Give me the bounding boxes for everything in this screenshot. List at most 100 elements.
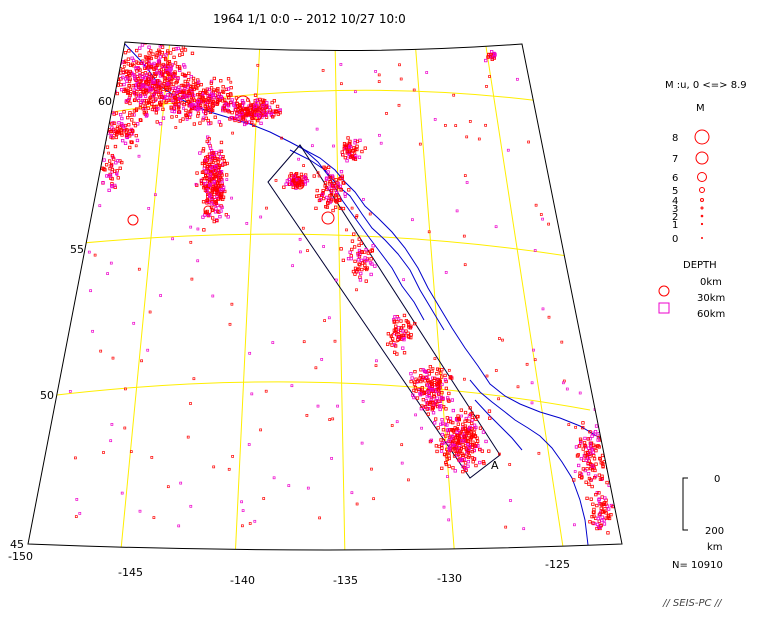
event-marker bbox=[394, 324, 398, 328]
event-marker bbox=[329, 189, 333, 193]
event-marker bbox=[153, 105, 157, 109]
event-marker bbox=[152, 516, 156, 519]
event-marker bbox=[430, 382, 434, 386]
event-marker bbox=[406, 334, 410, 338]
legend-mag-title: M bbox=[696, 103, 705, 114]
event-marker bbox=[98, 204, 102, 208]
event-marker bbox=[467, 414, 472, 418]
event-marker bbox=[152, 85, 156, 89]
legend-mag-0: 0 bbox=[672, 234, 678, 245]
event-marker bbox=[227, 467, 231, 471]
event-marker bbox=[459, 408, 464, 412]
event-marker bbox=[215, 195, 219, 199]
event-marker bbox=[291, 264, 294, 268]
lon-label-125: -125 bbox=[545, 558, 570, 571]
event-marker bbox=[173, 61, 178, 65]
event-marker bbox=[315, 188, 319, 193]
event-marker bbox=[207, 103, 212, 107]
large-event-marker bbox=[295, 180, 305, 190]
event-marker bbox=[321, 196, 326, 201]
coast-inner bbox=[299, 145, 425, 321]
event-marker bbox=[126, 76, 130, 80]
event-marker bbox=[209, 201, 213, 206]
legend-mag-circle-0 bbox=[701, 237, 703, 239]
event-marker bbox=[148, 96, 151, 100]
event-marker bbox=[155, 70, 159, 75]
event-marker bbox=[174, 103, 178, 107]
event-marker bbox=[207, 137, 211, 141]
event-marker bbox=[139, 100, 143, 105]
event-marker bbox=[508, 463, 512, 466]
event-marker bbox=[221, 195, 226, 199]
legend-mag-7: 7 bbox=[672, 154, 678, 165]
event-marker bbox=[342, 181, 346, 185]
event-marker bbox=[566, 150, 569, 154]
event-marker bbox=[154, 90, 158, 94]
event-marker bbox=[288, 174, 291, 178]
event-marker bbox=[506, 148, 510, 152]
event-marker bbox=[589, 497, 593, 501]
event-marker bbox=[184, 108, 188, 113]
event-marker bbox=[484, 439, 488, 444]
event-marker bbox=[101, 180, 105, 185]
event-marker bbox=[193, 82, 198, 86]
event-marker bbox=[192, 122, 197, 126]
event-marker bbox=[320, 358, 324, 361]
event-marker bbox=[328, 175, 332, 180]
event-marker bbox=[249, 108, 253, 112]
event-marker bbox=[370, 249, 375, 253]
event-marker bbox=[140, 61, 144, 65]
event-marker bbox=[318, 516, 321, 520]
event-marker bbox=[225, 178, 229, 181]
event-marker bbox=[389, 340, 393, 345]
footer-credit: // SEIS-PC // bbox=[663, 598, 722, 609]
event-marker bbox=[207, 162, 212, 167]
event-marker bbox=[355, 214, 359, 218]
event-marker bbox=[421, 397, 426, 402]
event-marker bbox=[355, 144, 359, 149]
event-marker bbox=[338, 184, 343, 189]
event-marker bbox=[456, 416, 461, 421]
event-marker bbox=[567, 423, 571, 426]
lon-label-150: -150 bbox=[8, 550, 33, 563]
event-marker bbox=[152, 67, 156, 71]
event-marker bbox=[299, 172, 304, 177]
event-marker bbox=[404, 329, 408, 333]
event-marker bbox=[358, 275, 362, 279]
event-marker bbox=[119, 83, 123, 87]
event-marker bbox=[78, 512, 82, 515]
event-marker bbox=[271, 115, 275, 119]
legend-depth-60: 60km bbox=[697, 309, 725, 320]
event-marker bbox=[157, 86, 161, 90]
event-marker bbox=[134, 66, 138, 70]
event-marker bbox=[206, 118, 210, 123]
event-marker bbox=[116, 176, 120, 180]
lat-line-55 bbox=[61, 233, 581, 259]
legend-depth-title: DEPTH bbox=[683, 260, 717, 271]
event-marker bbox=[68, 390, 72, 393]
event-marker bbox=[241, 117, 245, 121]
event-marker bbox=[105, 145, 110, 149]
event-marker bbox=[130, 132, 134, 136]
event-marker bbox=[447, 399, 451, 403]
event-marker bbox=[223, 189, 227, 194]
lon-label-135: -135 bbox=[333, 574, 358, 587]
event-marker bbox=[604, 448, 609, 452]
event-marker bbox=[119, 128, 123, 132]
event-marker bbox=[410, 376, 414, 380]
event-marker bbox=[444, 271, 448, 274]
event-marker bbox=[471, 442, 475, 447]
event-marker bbox=[178, 68, 182, 72]
legend-mag-2: 2 bbox=[672, 212, 678, 223]
event-marker bbox=[140, 43, 145, 47]
event-marker bbox=[455, 209, 459, 213]
event-marker bbox=[147, 80, 152, 84]
event-marker bbox=[588, 430, 592, 434]
lat-label-60: 60 bbox=[98, 95, 112, 108]
event-marker bbox=[154, 193, 157, 197]
event-marker bbox=[357, 243, 361, 248]
event-marker bbox=[226, 77, 231, 81]
event-marker bbox=[448, 416, 453, 421]
event-marker bbox=[467, 454, 472, 458]
event-marker bbox=[462, 234, 466, 238]
